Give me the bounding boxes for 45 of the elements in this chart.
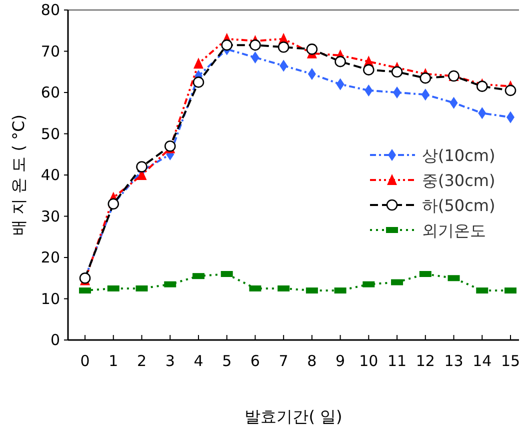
point: [504, 84, 516, 96]
y-tick-label: 10: [40, 290, 60, 308]
point: [136, 161, 148, 172]
point: [250, 39, 261, 51]
x-tick-label: 14: [472, 352, 492, 370]
x-tick-label: 10: [359, 352, 378, 370]
point: [476, 80, 488, 92]
x-tick-label: 3: [165, 352, 175, 370]
y-tick-label: 80: [40, 1, 60, 19]
y-tick-label: 30: [40, 207, 60, 226]
x-tick-label: 15: [500, 352, 520, 370]
point: [192, 76, 204, 88]
y-tick-label: 20: [40, 248, 60, 266]
y-tick-label: 40: [40, 166, 60, 184]
legend-label: 하(50cm): [422, 196, 496, 215]
legend-label: 중(30cm): [422, 171, 496, 190]
x-tick-label: 12: [416, 352, 435, 370]
x-tick-label: 0: [80, 352, 90, 370]
legend-label: 외기온도: [422, 221, 486, 240]
x-tick-label: 1: [108, 352, 118, 370]
x-tick-label: 13: [444, 352, 464, 370]
x-tick-label: 6: [250, 352, 260, 370]
point: [278, 41, 290, 53]
y-tick-label: 0: [50, 331, 60, 349]
x-axis-title: 발효기간( 일): [244, 407, 342, 426]
y-tick-label: 60: [40, 84, 60, 102]
x-tick-label: 9: [336, 352, 346, 370]
point: [363, 64, 374, 76]
x-tick-label: 5: [222, 352, 232, 370]
point: [221, 39, 232, 51]
x-tick-label: 11: [387, 352, 407, 370]
point: [393, 86, 402, 98]
point: [420, 72, 432, 84]
x-tick-label: 2: [136, 352, 147, 370]
x-tick-label: 4: [194, 352, 204, 370]
y-axis-title: 배 지 온 도 ( °C): [9, 114, 28, 236]
x-tick-label: 7: [278, 352, 288, 370]
x-tick-label: 8: [307, 352, 317, 370]
point: [334, 56, 346, 68]
point: [391, 66, 403, 78]
legend-label: 상(10cm): [422, 146, 496, 165]
point: [193, 58, 204, 69]
point: [306, 44, 318, 55]
y-tick-label: 50: [40, 124, 60, 143]
y-tick-label: 70: [40, 42, 60, 60]
